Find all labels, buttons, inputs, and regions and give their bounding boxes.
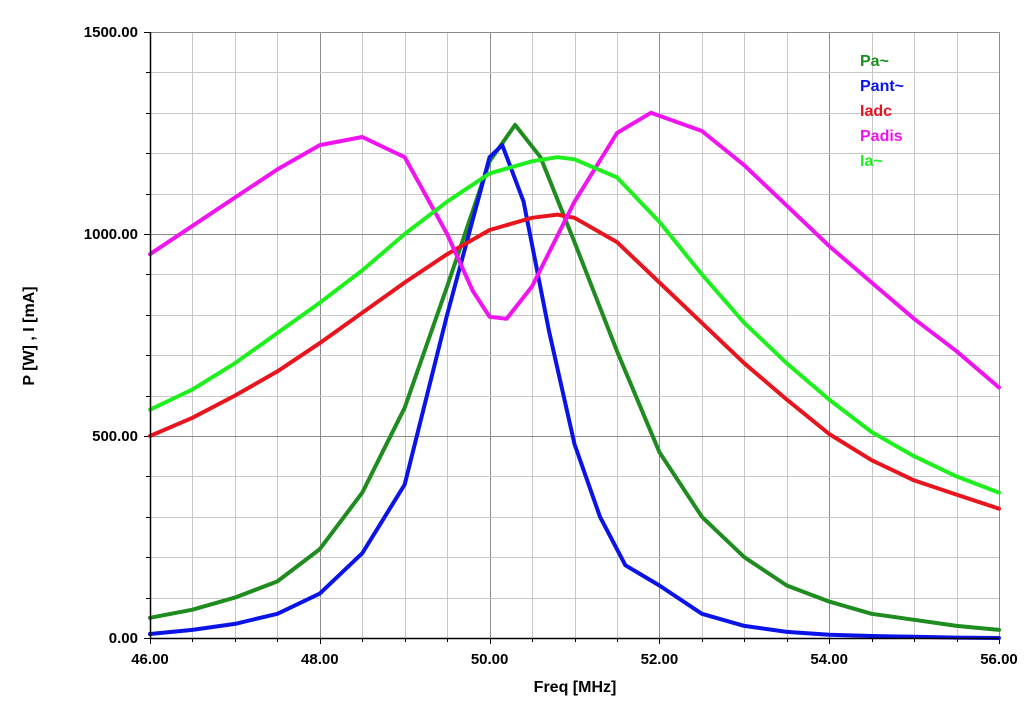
x-axis-title: Freq [MHz] — [534, 679, 617, 696]
y-axis-title: P [W] , I [mA] — [21, 286, 38, 385]
series-line-pant — [148, 143, 1001, 640]
x-tick-label: 52.00 — [641, 651, 679, 668]
legend-entry-pant: Pant~ — [860, 78, 904, 95]
legend-entry-pa: Pa~ — [860, 53, 889, 70]
y-tick-label: 0.00 — [109, 630, 138, 647]
legend-entry-iadc: Iadc — [860, 103, 892, 120]
series-line-ia — [148, 155, 1001, 495]
axes — [149, 32, 999, 640]
y-tick-label: 1500.00 — [84, 24, 138, 41]
x-tick-label: 54.00 — [810, 651, 848, 668]
legend-entry-ia: Ia~ — [860, 153, 883, 170]
series-line-pa — [148, 122, 1001, 632]
series-lines — [148, 110, 1001, 640]
x-tick-label: 46.00 — [131, 651, 169, 668]
legend-entry-padis: Padis — [860, 128, 903, 145]
x-tick-label: 48.00 — [301, 651, 339, 668]
legend: Pa~ Pant~ Iadc Padis Ia~ — [860, 53, 904, 170]
x-tick-label: 50.00 — [471, 651, 509, 668]
series-line-padis — [148, 110, 1001, 390]
tick-labels: 46.00 48.00 50.00 52.00 54.00 56.00 0.00 500.00… — [84, 24, 1018, 668]
x-tick-label: 56.00 — [980, 651, 1018, 668]
y-tick-label: 1000.00 — [84, 226, 138, 243]
y-tick-label: 500.00 — [92, 428, 138, 445]
